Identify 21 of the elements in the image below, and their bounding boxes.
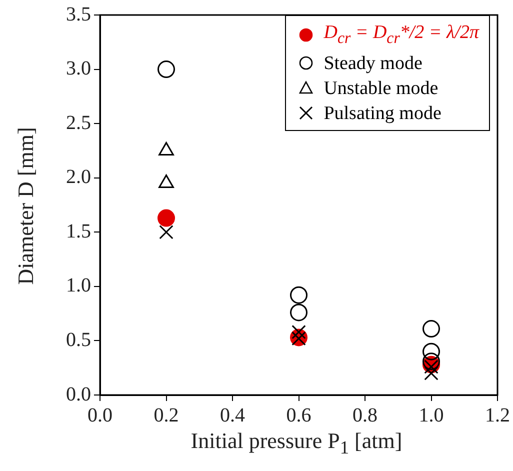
x-tick-label: 0.8 bbox=[352, 404, 378, 426]
y-tick-label: 0.0 bbox=[66, 383, 91, 406]
legend-label: Steady mode bbox=[324, 52, 422, 76]
y-axis-title: Diameter D [mm] bbox=[13, 127, 39, 285]
x-tick-label: 1.0 bbox=[418, 404, 444, 426]
x-tick-label: 0.2 bbox=[154, 404, 179, 426]
legend-label: Pulsating mode bbox=[324, 102, 442, 126]
x-axis-title: Initial pressure P$_{1}$ [atm] bbox=[190, 428, 404, 458]
legend-label: Unstable mode bbox=[324, 76, 438, 101]
x-tick-label: 1.2 bbox=[485, 404, 510, 426]
legend-label: D$_{cr}$ = D$_{cr}$*/2 = λ/2π bbox=[324, 21, 479, 49]
x-tick-label: 0.6 bbox=[286, 404, 312, 426]
y-tick-label: 3.5 bbox=[66, 3, 91, 26]
y-tick-label: 1.0 bbox=[66, 274, 91, 297]
y-tick-label: 2.0 bbox=[66, 166, 91, 188]
y-tick-label: 3.0 bbox=[66, 58, 91, 80]
y-tick-label: 2.5 bbox=[66, 112, 91, 134]
y-tick-label: 0.5 bbox=[66, 328, 91, 351]
x-tick-label: 0.0 bbox=[88, 404, 112, 426]
y-tick-label: 1.5 bbox=[66, 220, 91, 242]
x-tick-label: 0.4 bbox=[220, 404, 245, 426]
